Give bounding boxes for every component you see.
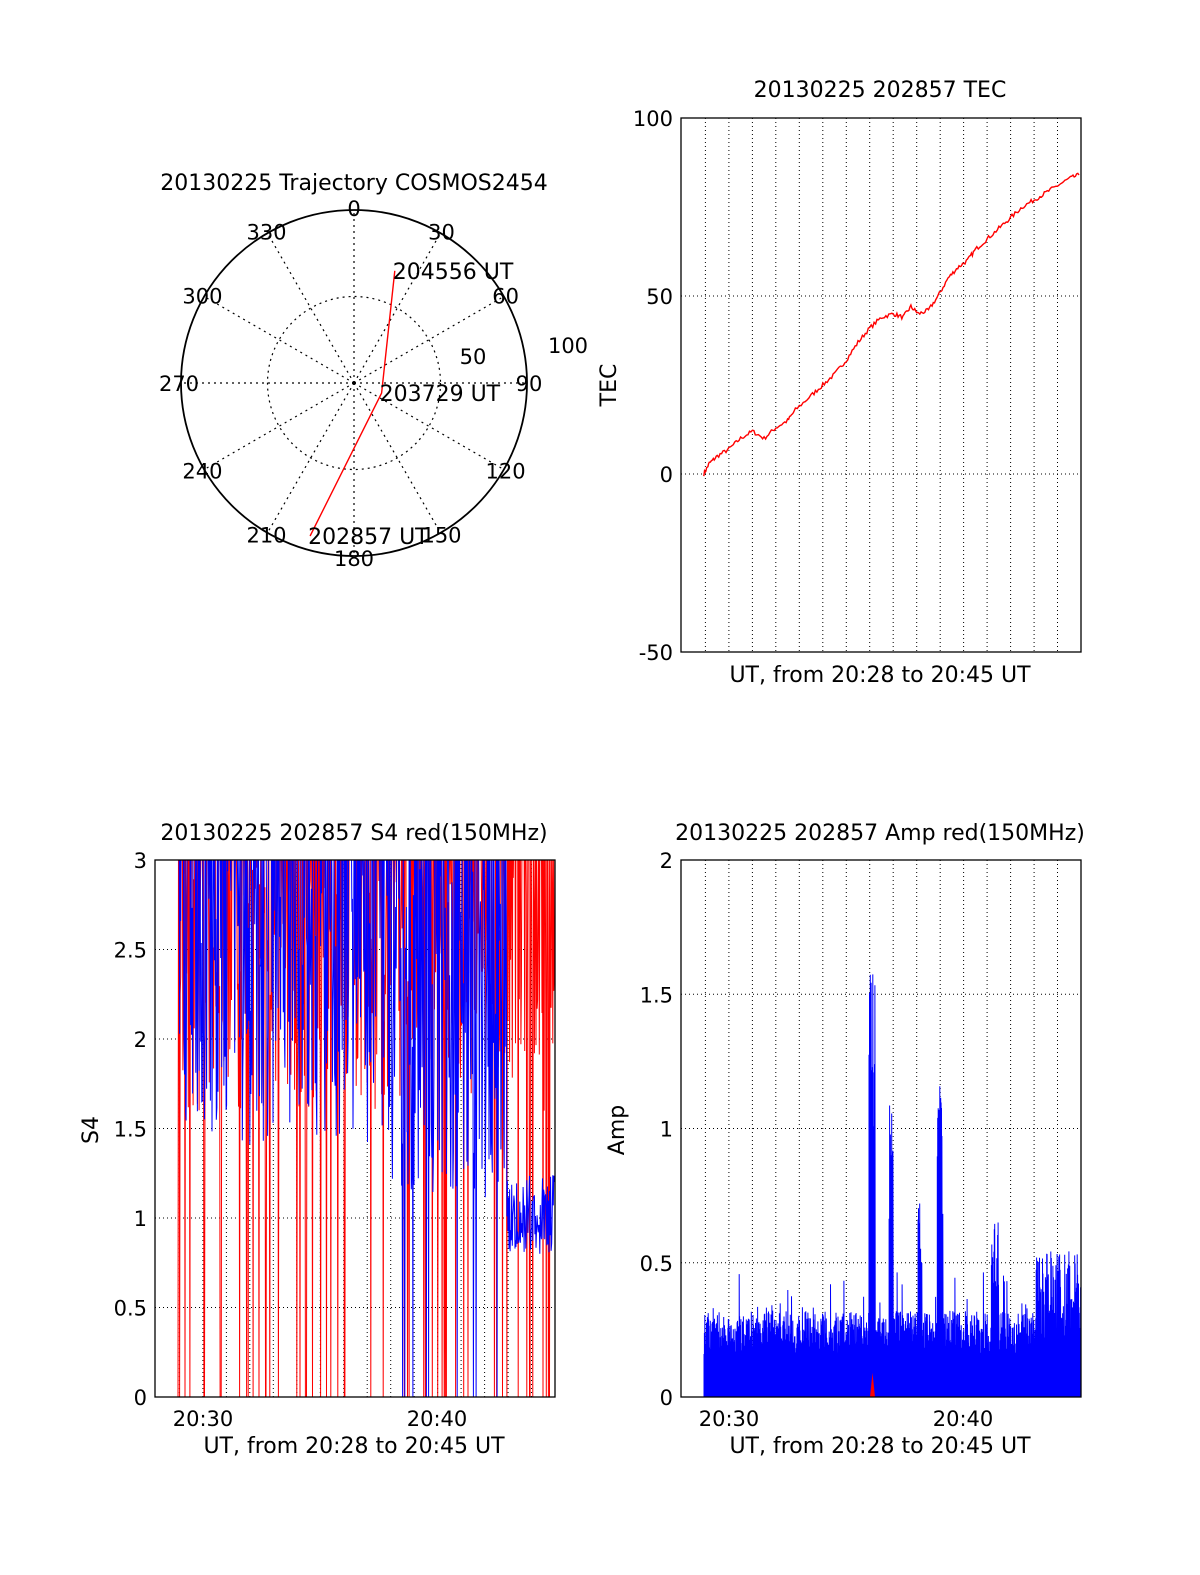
amp-title: 20130225 202857 Amp red(150MHz): [675, 821, 1085, 846]
amp-chart: 20130225 202857 Amp red(150MHz) 0 0.5 1 1.5…: [605, 821, 1085, 1459]
s4-y-axis-label: S4: [79, 1116, 104, 1144]
polar-radial-label-50: 50: [460, 345, 487, 369]
s4-x-axis-label: UT, from 20:28 to 20:45 UT: [203, 1434, 505, 1459]
polar-spoke-60: [353, 295, 505, 384]
tec-chart: 20130225 202857 TEC -50 0 50 100 TEC UT, fr…: [597, 78, 1082, 688]
tec-grid: [681, 118, 1081, 652]
polar-azimuth-labels: 0 30 60 90 120 150 180 210 240 270 300 330: [159, 197, 542, 571]
polar-azimuth-label-0: 0: [347, 197, 360, 221]
amp-x-axis-label: UT, from 20:28 to 20:45 UT: [729, 1434, 1031, 1459]
amp-y-ticks: 0 0.5 1 1.5 2: [640, 849, 673, 1410]
polar-spoke-240: [203, 382, 355, 471]
polar-azimuth-label-270: 270: [159, 372, 199, 396]
tec-frame: [680, 117, 1082, 653]
trajectory-title: 20130225 Trajectory COSMOS2454: [160, 171, 547, 196]
y-tick-label: 1.5: [114, 1118, 147, 1142]
polar-azimuth-label-30: 30: [428, 220, 455, 244]
trajectory-annotations: 204556 UT 203729 UT 202857 UT: [308, 260, 514, 550]
polar-spoke-150: [353, 382, 442, 534]
amp-x-tick-2040: 20:40: [933, 1407, 994, 1431]
y-tick-label: 1.5: [640, 983, 673, 1007]
s4-title: 20130225 202857 S4 red(150MHz): [160, 821, 547, 846]
tec-series-line: [703, 172, 1080, 477]
polar-azimuth-label-120: 120: [486, 460, 526, 484]
polar-azimuth-label-90: 90: [516, 372, 543, 396]
trajectory-polar-chart: 20130225 Trajectory COSMOS2454 0 30 60 90 12…: [159, 171, 588, 571]
polar-azimuth-label-240: 240: [182, 460, 222, 484]
polar-azimuth-label-300: 300: [182, 285, 222, 309]
y-tick-label: 2.5: [114, 939, 147, 963]
amp-grid: [681, 860, 1081, 1397]
polar-inner-circle: [266, 295, 442, 471]
s4-x-tick-2030: 20:30: [173, 1407, 234, 1431]
trajectory-annotation: 202857 UT: [308, 525, 429, 550]
polar-azimuth-label-210: 210: [246, 524, 286, 548]
s4-y-ticks: 0 0.5 1 1.5 2 2.5 3: [114, 849, 147, 1410]
amp-frame: [680, 859, 1082, 1398]
s4-blue-series-line: [178, 860, 555, 1397]
y-tick-label: 1: [660, 1118, 673, 1142]
polar-azimuth-label-60: 60: [492, 285, 519, 309]
tec-x-axis-label: UT, from 20:28 to 20:45 UT: [729, 663, 1031, 688]
polar-spoke-120: [353, 382, 505, 471]
y-tick-label: 0.5: [640, 1252, 673, 1276]
s4-frame: [154, 859, 556, 1398]
y-tick-label: -50: [639, 641, 673, 665]
y-tick-label: 3: [134, 849, 147, 873]
polar-spoke-30: [353, 232, 442, 384]
y-tick-label: 50: [646, 285, 673, 309]
amp-blue-series-line: [703, 974, 1081, 1397]
tec-title: 20130225 202857 TEC: [754, 78, 1007, 103]
y-tick-label: 2: [660, 849, 673, 873]
polar-azimuth-label-330: 330: [246, 220, 286, 244]
amp-y-axis-label: Amp: [605, 1105, 630, 1155]
trajectory-annotation: 204556 UT: [393, 260, 514, 285]
y-tick-label: 0: [660, 1386, 673, 1410]
amp-red-series-spike: [870, 1372, 875, 1397]
polar-azimuth-label-180: 180: [334, 547, 374, 571]
s4-x-tick-2040: 20:40: [407, 1407, 468, 1431]
s4-chart: 20130225 202857 S4 red(150MHz) 0 0.5 1 1.5 2…: [79, 821, 556, 1459]
polar-spoke-330: [266, 232, 355, 384]
y-tick-label: 100: [633, 107, 673, 131]
polar-azimuth-label-150: 150: [421, 524, 461, 548]
y-tick-label: 0.5: [114, 1297, 147, 1321]
trajectory-line: [309, 270, 396, 537]
tec-y-ticks: -50 0 50 100: [633, 107, 673, 665]
polar-spoke-300: [203, 295, 355, 384]
y-tick-label: 0: [134, 1386, 147, 1410]
polar-outer-circle: [180, 209, 528, 557]
trajectory-annotation: 203729 UT: [380, 382, 501, 407]
polar-radial-label-100: 100: [548, 334, 588, 358]
y-tick-label: 2: [134, 1028, 147, 1052]
polar-spoke-210: [266, 382, 355, 534]
y-tick-label: 0: [660, 463, 673, 487]
polar-spokes: [181, 210, 527, 556]
tec-y-axis-label: TEC: [597, 364, 622, 408]
y-tick-label: 1: [134, 1207, 147, 1231]
amp-x-tick-2030: 20:30: [699, 1407, 760, 1431]
